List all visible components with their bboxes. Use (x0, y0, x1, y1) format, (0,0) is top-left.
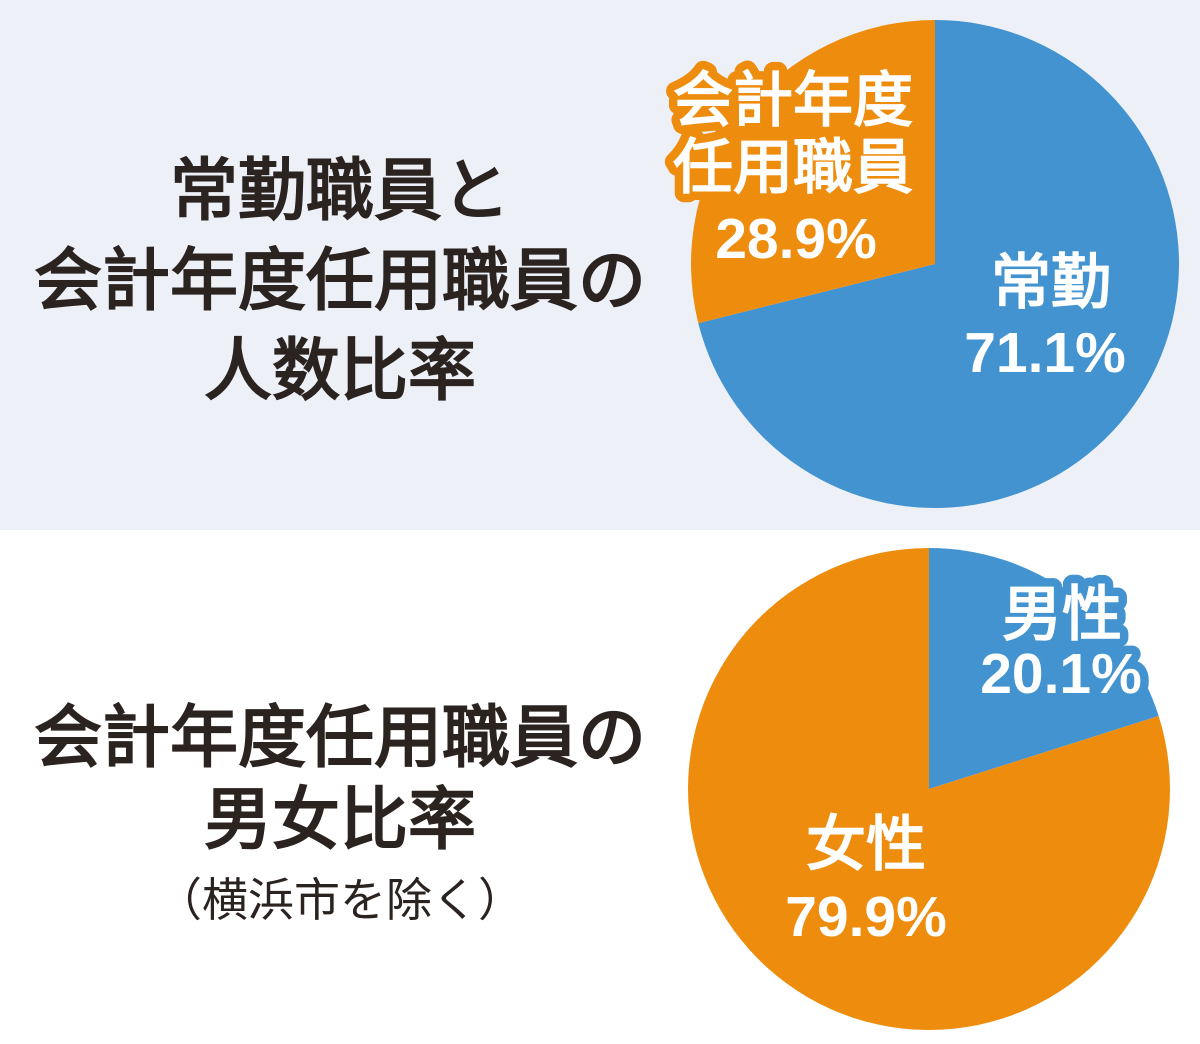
slice-label-fiscal-year-staff-line2: 任用職員 (673, 134, 913, 201)
pie-chart-gender-ratio: 男性 20.1% 女性 79.9% (688, 548, 1170, 1030)
pie-chart-staff-ratio: 会計年度 任用職員 28.9% 常勤 71.1% (665, 20, 1179, 508)
slice-value-male: 20.1% (980, 642, 1142, 706)
pie-slice-regular-staff (698, 20, 1179, 508)
slice-label-female: 女性 (806, 811, 926, 878)
title-line: 男女比率 (203, 782, 476, 858)
title-line: 人数比率 (203, 333, 476, 409)
slice-label-regular-staff: 常勤 (991, 249, 1111, 316)
slice-value-fiscal-year-staff: 28.9% (715, 207, 877, 271)
chart-title-staff-ratio: 常勤職員と 会計年度任用職員の 人数比率 (0, 146, 680, 416)
slice-label-male: 男性 (1002, 581, 1122, 648)
chart-title-gender-ratio: 会計年度任用職員の 男女比率 (0, 697, 680, 861)
slice-value-regular-staff: 71.1% (964, 321, 1126, 385)
slice-value-female: 79.9% (785, 885, 947, 949)
slice-label-fiscal-year-staff-line1: 会計年度 (673, 67, 913, 134)
title-line: 常勤職員と (169, 153, 510, 229)
pie-slice-fiscal-year-staff (691, 20, 935, 324)
title-line: 会計年度任用職員の (33, 243, 646, 319)
title-line: 会計年度任用職員の (33, 700, 646, 776)
title-note-excluding-yokohama: （横浜市を除く） (156, 874, 524, 926)
pie-slice-female (688, 548, 1170, 1030)
pie-slice-male (929, 548, 1159, 789)
